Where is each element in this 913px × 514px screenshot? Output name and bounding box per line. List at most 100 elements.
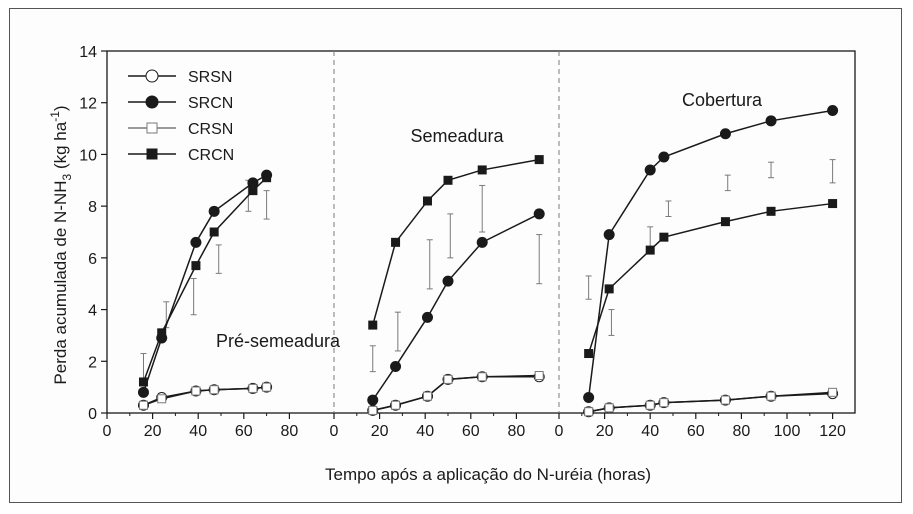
data-point-crcn bbox=[720, 217, 730, 227]
data-point-srcn bbox=[390, 360, 402, 372]
chart: 0 2 4 6 8 10 12 14 0 20 40 60 80 0 20 40 60 80 0 20 40 60 80 10… bbox=[48, 44, 856, 484]
y-tick-label: 0 bbox=[88, 406, 97, 423]
y-tick-label: 14 bbox=[79, 44, 97, 61]
data-point-crsn bbox=[422, 391, 432, 401]
data-point-srcn bbox=[137, 386, 149, 398]
data-point-crsn bbox=[828, 387, 838, 397]
y-tick-label: 2 bbox=[88, 354, 97, 371]
series-line-srcn bbox=[587, 109, 833, 398]
data-point-crcn bbox=[391, 237, 401, 247]
x-tick-label: 40 bbox=[416, 423, 434, 440]
data-point-crcn bbox=[534, 155, 544, 165]
plot-area bbox=[106, 50, 856, 414]
x-tick-label: 20 bbox=[596, 423, 614, 440]
legend-marker bbox=[145, 95, 159, 109]
x-tick-label: 60 bbox=[235, 423, 253, 440]
x-tick-label: 0 bbox=[555, 423, 564, 440]
data-point-crcn bbox=[157, 328, 167, 338]
data-point-crsn bbox=[248, 383, 258, 393]
data-point-srcn bbox=[644, 164, 656, 176]
legend-marker bbox=[145, 69, 159, 83]
data-point-crsn bbox=[766, 391, 776, 401]
panel-title: Pré-semeadura bbox=[216, 331, 341, 351]
data-point-srcn bbox=[367, 394, 379, 406]
legend-label: SRCN bbox=[188, 95, 233, 112]
x-tick-label: 80 bbox=[508, 423, 526, 440]
data-point-srcn bbox=[208, 205, 220, 217]
data-point-crcn bbox=[422, 196, 432, 206]
data-point-crcn bbox=[604, 284, 614, 294]
x-tick-label: 100 bbox=[774, 423, 801, 440]
x-tick-label: 80 bbox=[281, 423, 299, 440]
data-point-srcn bbox=[658, 151, 670, 163]
x-tick-label: 40 bbox=[641, 423, 659, 440]
y-tick-label: 10 bbox=[79, 147, 97, 164]
x-axis-label: Tempo após a aplicação do N-uréia (horas… bbox=[325, 465, 651, 484]
data-point-crsn bbox=[604, 403, 614, 413]
x-tick-label: 60 bbox=[687, 423, 705, 440]
data-point-srcn bbox=[247, 177, 259, 189]
x-tick-label: 20 bbox=[144, 423, 162, 440]
legend-label: CRCN bbox=[188, 147, 234, 164]
data-point-crcn bbox=[262, 173, 272, 183]
data-point-crcn bbox=[659, 232, 669, 242]
data-point-crsn bbox=[720, 395, 730, 405]
data-point-srcn bbox=[190, 236, 202, 248]
legend-marker bbox=[146, 122, 158, 134]
x-tick-label: 80 bbox=[733, 423, 751, 440]
data-point-crcn bbox=[443, 175, 453, 185]
panel-title: Semeadura bbox=[410, 126, 504, 146]
y-tick-label: 6 bbox=[88, 251, 97, 268]
series-line-srcn bbox=[372, 213, 540, 401]
panel-title: Cobertura bbox=[682, 90, 763, 110]
data-point-srcn bbox=[533, 208, 545, 220]
series-line-crsn bbox=[588, 391, 833, 413]
data-point-crcn bbox=[645, 245, 655, 255]
data-point-crsn bbox=[443, 374, 453, 384]
data-point-crsn bbox=[209, 385, 219, 395]
x-tick-label: 40 bbox=[189, 423, 207, 440]
y-axis-label: Perda acumulada de N-NH3 (kg ha-1) bbox=[48, 105, 74, 384]
legend-item-crcn: CRCN bbox=[128, 147, 234, 164]
data-point-crsn bbox=[477, 372, 487, 382]
x-tick-label: 60 bbox=[462, 423, 480, 440]
data-point-crcn bbox=[138, 377, 148, 387]
legend-item-srsn: SRSN bbox=[128, 69, 232, 86]
x-tick-label: 0 bbox=[330, 423, 339, 440]
y-tick-label: 8 bbox=[88, 199, 97, 216]
data-point-crcn bbox=[828, 199, 838, 209]
data-point-crsn bbox=[534, 371, 544, 381]
x-tick-label: 20 bbox=[371, 423, 389, 440]
data-point-crsn bbox=[138, 400, 148, 410]
data-point-srcn bbox=[476, 236, 488, 248]
data-point-crsn bbox=[659, 398, 669, 408]
x-tick-label: 0 bbox=[103, 423, 112, 440]
data-point-crsn bbox=[584, 407, 594, 417]
data-point-srcn bbox=[603, 229, 615, 241]
data-point-crcn bbox=[766, 206, 776, 216]
data-point-crsn bbox=[391, 400, 401, 410]
data-point-srcn bbox=[827, 104, 839, 116]
data-point-crsn bbox=[262, 382, 272, 392]
data-point-crcn bbox=[248, 186, 258, 196]
data-point-crsn bbox=[645, 400, 655, 410]
data-point-crcn bbox=[209, 227, 219, 237]
legend-item-crsn: CRSN bbox=[128, 121, 233, 138]
series-line-crcn bbox=[587, 202, 833, 354]
data-point-srcn bbox=[421, 311, 433, 323]
data-point-srcn bbox=[442, 275, 454, 287]
data-point-srcn bbox=[765, 115, 777, 127]
legend-item-srcn: SRCN bbox=[128, 95, 233, 112]
data-point-srcn bbox=[583, 391, 595, 403]
figure-frame: 0 2 4 6 8 10 12 14 0 20 40 60 80 0 20 40 60 80 0 20 40 60 80 10… bbox=[9, 8, 902, 503]
data-point-crcn bbox=[191, 261, 201, 271]
data-point-crsn bbox=[368, 405, 378, 415]
data-point-crsn bbox=[157, 394, 167, 404]
data-point-crsn bbox=[191, 386, 201, 396]
series-line-srsn bbox=[588, 392, 833, 413]
data-point-crcn bbox=[584, 349, 594, 359]
y-tick-label: 12 bbox=[79, 96, 97, 113]
y-tick-label: 4 bbox=[88, 303, 97, 320]
legend-label: SRSN bbox=[188, 69, 232, 86]
data-point-crcn bbox=[368, 320, 378, 330]
